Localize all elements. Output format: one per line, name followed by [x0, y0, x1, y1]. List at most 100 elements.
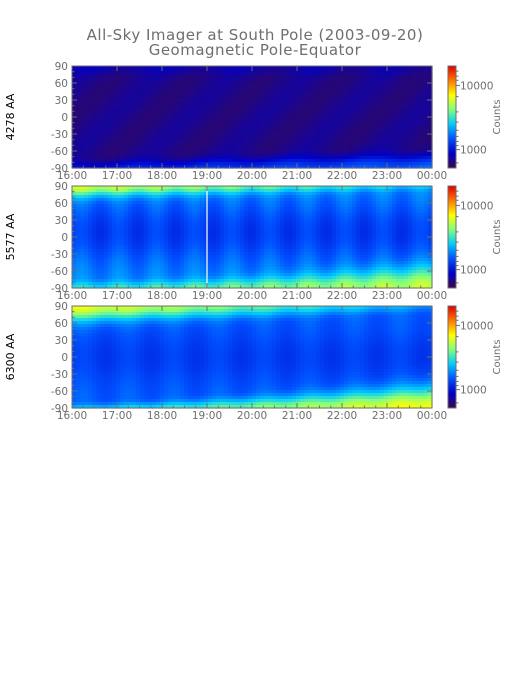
heatmap-cell [116, 270, 121, 274]
heatmap-cell [100, 84, 105, 88]
y-tick-label: -30 [51, 129, 68, 141]
heatmap-cell [108, 144, 113, 148]
heatmap-cell [340, 84, 345, 88]
heatmap-cell [328, 102, 333, 106]
heatmap-cell [268, 186, 273, 190]
heatmap-cell [112, 150, 117, 154]
heatmap-cell [116, 246, 121, 250]
heatmap-cell [168, 90, 173, 94]
heatmap-cell [300, 93, 305, 97]
heatmap-cell [304, 132, 309, 136]
heatmap-cell [308, 123, 313, 127]
heatmap-cell [236, 282, 241, 286]
heatmap-cell [312, 120, 317, 124]
heatmap-cell [140, 153, 145, 157]
heatmap-cell [320, 153, 325, 157]
colorbar-swatch [448, 96, 456, 99]
heatmap-cell [176, 147, 181, 151]
heatmap-cell [120, 219, 125, 223]
heatmap-cell [356, 75, 361, 79]
heatmap-cell [116, 249, 121, 253]
heatmap-cell [172, 114, 177, 118]
heatmap-cell [140, 75, 145, 79]
heatmap-cell [292, 162, 297, 166]
heatmap-cell [148, 249, 153, 253]
heatmap-cell [72, 249, 77, 253]
heatmap-cell [264, 216, 269, 220]
heatmap-cell [196, 111, 201, 115]
heatmap-cell [196, 252, 201, 256]
heatmap-cell [296, 72, 301, 76]
colorbar-swatch [448, 72, 456, 75]
heatmap-cell [344, 138, 349, 142]
heatmap-cell [220, 141, 225, 145]
heatmap-cell [152, 129, 157, 133]
heatmap-cell [352, 78, 357, 82]
heatmap-cell [140, 150, 145, 154]
heatmap-cell [196, 192, 201, 196]
heatmap-cell [220, 186, 225, 190]
heatmap-cell [228, 135, 233, 139]
heatmap-cell [80, 72, 85, 76]
heatmap-cell [224, 120, 229, 124]
heatmap-cell [176, 90, 181, 94]
heatmap-cell [176, 237, 181, 241]
heatmap-cell [156, 90, 161, 94]
heatmap-cell [204, 231, 209, 235]
heatmap-cell [332, 159, 337, 163]
heatmap-cell [308, 84, 313, 88]
heatmap-cell [212, 276, 217, 280]
heatmap-cell [372, 123, 377, 127]
heatmap-cell [72, 90, 77, 94]
heatmap-cell [160, 138, 165, 142]
heatmap-cell [76, 105, 81, 109]
heatmap-cell [200, 81, 205, 85]
heatmap-cell [204, 147, 209, 151]
heatmap-cell [192, 120, 197, 124]
heatmap-cell [244, 273, 249, 277]
heatmap-cell [140, 165, 145, 169]
heatmap-cell [116, 135, 121, 139]
heatmap-cell [224, 114, 229, 118]
heatmap-cell [208, 96, 213, 100]
heatmap-cell [104, 69, 109, 73]
heatmap-cell [84, 69, 89, 73]
heatmap-cell [80, 75, 85, 79]
heatmap-cell [344, 87, 349, 91]
heatmap-cell [140, 285, 145, 289]
heatmap-cell [276, 153, 281, 157]
heatmap-cell [336, 78, 341, 82]
heatmap-cell [144, 189, 149, 193]
heatmap-cell [352, 102, 357, 106]
heatmap-cell [368, 165, 373, 169]
heatmap-cell [104, 237, 109, 241]
heatmap-cell [260, 78, 265, 82]
heatmap-cell [288, 72, 293, 76]
heatmap-cell [384, 153, 389, 157]
heatmap-cell [192, 87, 197, 91]
heatmap-cell [136, 96, 141, 100]
heatmap-cell [132, 144, 137, 148]
heatmap-cell [184, 141, 189, 145]
heatmap-cell [124, 189, 129, 193]
heatmap-cell [80, 225, 85, 229]
heatmap-cell [264, 159, 269, 163]
heatmap-cell [88, 102, 93, 106]
heatmap-cell [124, 246, 129, 250]
heatmap-cell [336, 69, 341, 73]
heatmap-cell [384, 81, 389, 85]
heatmap-cell [224, 132, 229, 136]
heatmap-cell [240, 105, 245, 109]
heatmap-cell [360, 93, 365, 97]
heatmap-cell [88, 261, 93, 265]
heatmap-cell [296, 111, 301, 115]
heatmap-cell [420, 81, 425, 85]
heatmap-cell [192, 192, 197, 196]
heatmap-cell [364, 126, 369, 130]
heatmap-cell [368, 135, 373, 139]
heatmap-cell [348, 141, 353, 145]
heatmap-cell [148, 219, 153, 223]
heatmap-cell [308, 144, 313, 148]
heatmap-cell [128, 243, 133, 247]
heatmap-cell [320, 99, 325, 103]
